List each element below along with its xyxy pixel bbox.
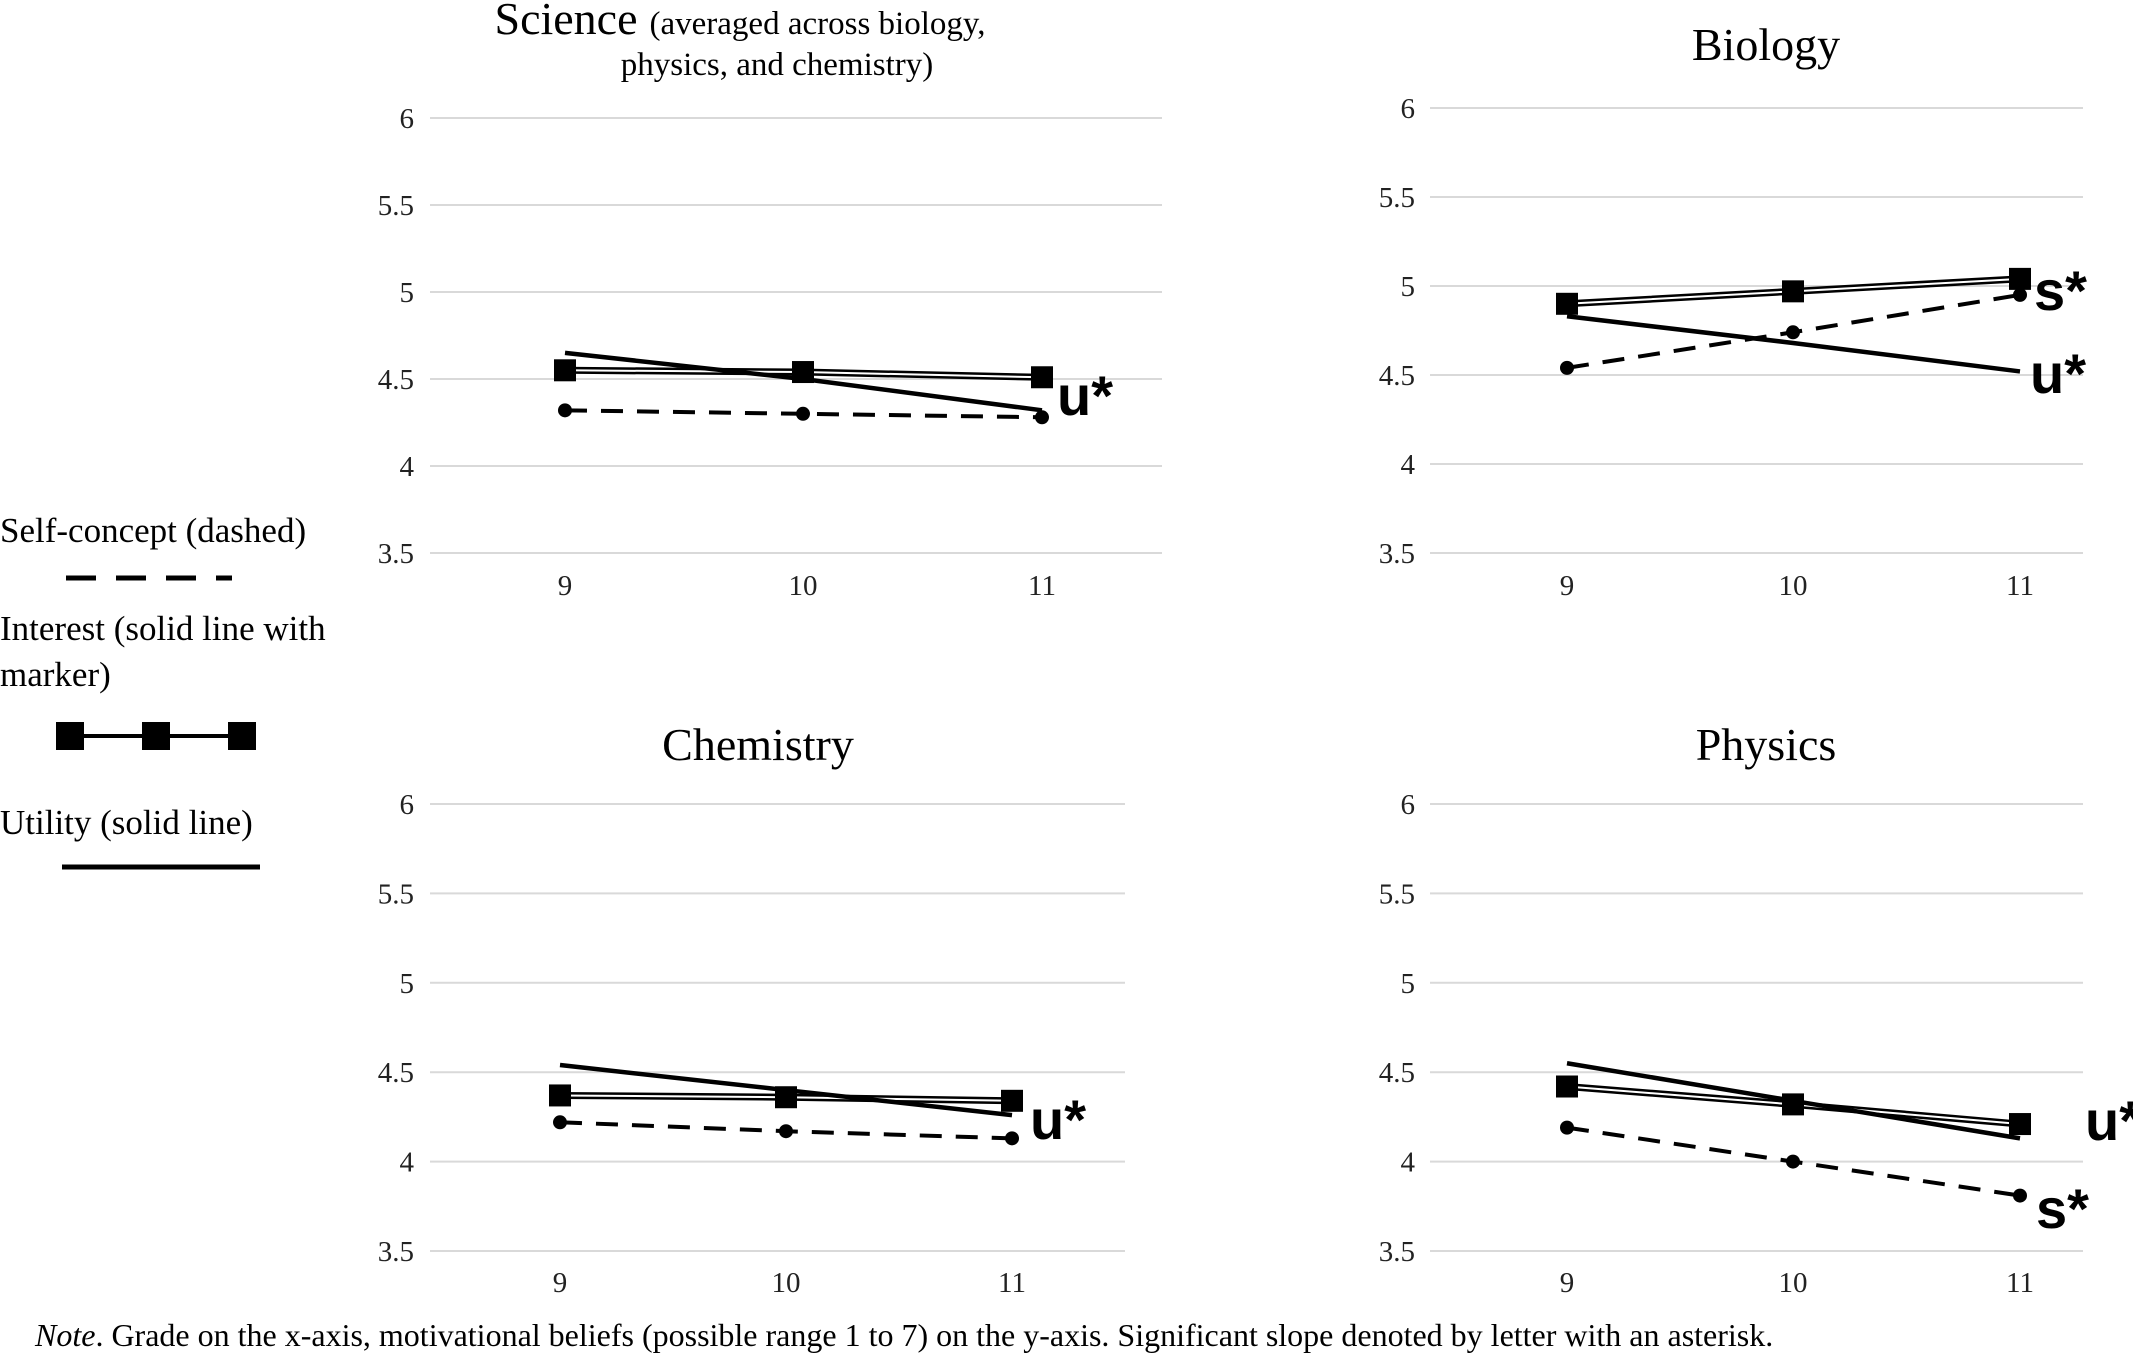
physics-y-tick-label: 5.5 <box>1379 878 1415 910</box>
chemistry-utility-line <box>559 1062 1013 1118</box>
chemistry-interest-marker <box>549 1084 571 1107</box>
physics-self-concept-point <box>1560 1120 1574 1135</box>
science-y-tick-label: 5.5 <box>378 190 414 222</box>
physics-x-tick-label: 9 <box>1560 1267 1575 1299</box>
chemistry-title: Chemistry <box>662 719 854 770</box>
science-title: Science (averaged across biology, <box>494 0 985 44</box>
legend-interest-label-line1: Interest (solid line with <box>0 609 326 648</box>
science-self-concept-point <box>1035 410 1049 425</box>
science-interest-marker <box>1031 366 1053 389</box>
physics-x-tick-label: 11 <box>2006 1267 2034 1299</box>
science-utility-significance-label: u* <box>1057 364 1113 427</box>
legend-utility-label: Utility (solid line) <box>0 803 253 842</box>
science-self-concept-line <box>564 408 1043 420</box>
physics-utility-line <box>1566 1061 2021 1141</box>
biology-y-tick-label: 4 <box>1401 449 1416 481</box>
physics-y-tick-label: 4 <box>1401 1147 1416 1179</box>
science-title-main: Science <box>494 0 637 44</box>
science-interest-marker <box>554 359 576 382</box>
science-y-tick-label: 3.5 <box>378 538 414 570</box>
figure-note-label: Note <box>34 1317 95 1353</box>
physics-interest-marker <box>1782 1093 1804 1116</box>
chemistry-x-tick-label: 9 <box>553 1267 568 1299</box>
physics-self-concept-significance-label: s* <box>2036 1177 2089 1240</box>
physics-y-tick-label: 6 <box>1401 789 1416 821</box>
biology-self-concept-point <box>1786 325 1800 340</box>
chemistry-x-tick-label: 11 <box>998 1267 1026 1299</box>
legend-interest-label-line2: marker) <box>0 655 111 694</box>
legend-interest-marker <box>228 722 256 750</box>
chemistry-y-tick-label: 3.5 <box>378 1236 414 1268</box>
science-self-concept-point <box>796 406 810 421</box>
science-x-tick-label: 11 <box>1028 570 1056 602</box>
chemistry-utility-significance-label: u* <box>1030 1088 1086 1151</box>
chemistry-x-tick-label: 10 <box>772 1267 801 1299</box>
chemistry-y-tick-label: 5.5 <box>378 878 414 910</box>
physics-interest-marker <box>1556 1075 1578 1098</box>
biology-y-tick-label: 6 <box>1401 93 1416 125</box>
physics-utility-significance-label: u* <box>2085 1089 2133 1152</box>
biology-interest-marker <box>1782 280 1804 303</box>
physics-title: Physics <box>1696 719 1837 770</box>
science-x-tick-label: 10 <box>789 570 818 602</box>
legend: Self-concept (dashed) Interest (solid li… <box>0 511 326 870</box>
science-y-tick-label: 5 <box>400 277 415 309</box>
science-y-tick-label: 4.5 <box>378 364 414 396</box>
physics-y-tick-label: 4.5 <box>1379 1057 1415 1089</box>
biology-title: Biology <box>1692 19 1840 70</box>
chemistry-y-tick-label: 6 <box>400 789 415 821</box>
biology-x-tick-label: 11 <box>2006 570 2034 602</box>
science-x-tick-label: 9 <box>558 570 573 602</box>
legend-self-concept-label: Self-concept (dashed) <box>0 511 306 550</box>
science-utility-line <box>564 350 1043 413</box>
chemistry-y-tick-label: 5 <box>400 968 415 1000</box>
physics-y-tick-label: 3.5 <box>1379 1236 1415 1268</box>
physics-self-concept-point <box>1786 1154 1800 1169</box>
physics-interest-marker <box>2009 1113 2031 1136</box>
biology-self-concept-point <box>1560 360 1574 375</box>
biology-x-tick-label: 9 <box>1560 570 1575 602</box>
biology-utility-significance-label: u* <box>2030 342 2086 405</box>
figure-note: Note. Grade on the x-axis, motivational … <box>34 1317 1773 1353</box>
science-subtitle-line1: (averaged across biology, <box>650 6 986 42</box>
chemistry-self-concept-point <box>779 1124 793 1139</box>
biology-panel: 6 5.5 5 4.5 4 3.5 9 10 11 s* u* <box>1379 93 2087 602</box>
science-y-tick-label: 4 <box>400 451 415 483</box>
biology-y-tick-label: 5 <box>1401 271 1416 303</box>
legend-interest-marker <box>142 722 170 750</box>
biology-y-tick-label: 5.5 <box>1379 182 1415 214</box>
science-subtitle-line2: physics, and chemistry) <box>621 47 934 83</box>
biology-self-concept-point <box>2013 287 2027 302</box>
figure-note-text: . Grade on the x-axis, motivational beli… <box>95 1317 1773 1353</box>
science-panel: 6 5.5 5 4.5 4 3.5 9 10 11 u* <box>378 103 1162 602</box>
physics-x-tick-label: 10 <box>1779 1267 1808 1299</box>
physics-panel: 6 5.5 5 4.5 4 3.5 9 10 11 u* s* <box>1379 789 2133 1299</box>
chemistry-y-tick-label: 4 <box>400 1147 415 1179</box>
science-self-concept-point <box>558 403 572 418</box>
legend-interest-marker <box>56 722 84 750</box>
biology-interest-marker <box>2009 267 2031 290</box>
biology-x-tick-label: 10 <box>1779 570 1808 602</box>
chemistry-interest-marker <box>1001 1089 1023 1112</box>
physics-self-concept-point <box>2013 1188 2027 1203</box>
biology-y-tick-label: 3.5 <box>1379 538 1415 570</box>
biology-y-tick-label: 4.5 <box>1379 360 1415 392</box>
chemistry-self-concept-point <box>1005 1131 1019 1146</box>
chemistry-panel: 6 5.5 5 4.5 4 3.5 9 10 11 u* <box>378 789 1125 1299</box>
chemistry-self-concept-point <box>553 1115 567 1130</box>
biology-utility-line <box>1566 314 2021 374</box>
biology-self-concept-significance-label: s* <box>2034 259 2087 322</box>
physics-y-tick-label: 5 <box>1401 968 1416 1000</box>
science-y-tick-label: 6 <box>400 103 415 135</box>
chemistry-y-tick-label: 4.5 <box>378 1057 414 1089</box>
biology-interest-marker <box>1556 292 1578 315</box>
